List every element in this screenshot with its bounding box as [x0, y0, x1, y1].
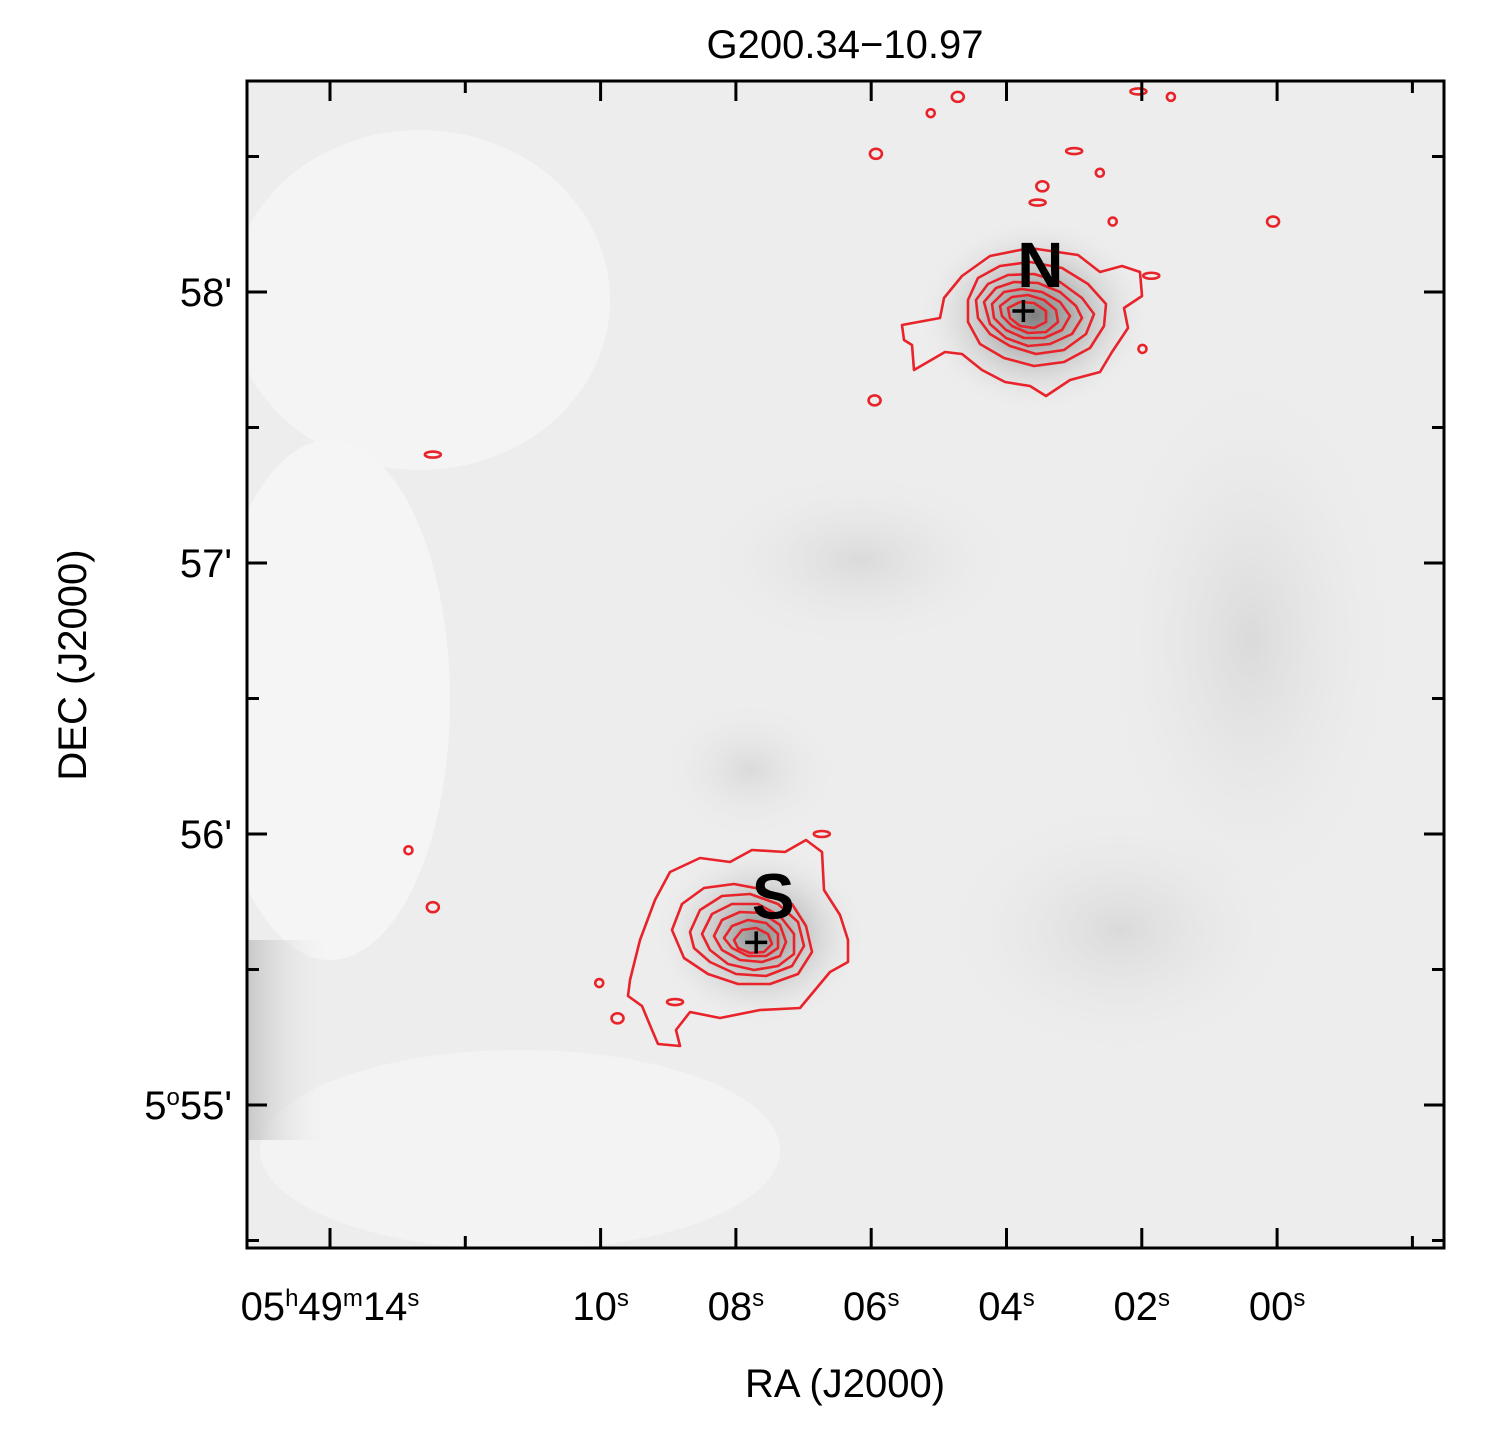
- contours-source-n: [900, 246, 1144, 398]
- bg-patch: [247, 130, 610, 470]
- y-tick-label: 5o55': [144, 1084, 232, 1128]
- x-tick-value: 06: [843, 1285, 888, 1329]
- noise-contour: [1107, 216, 1119, 227]
- chart-title: G200.34−10.97: [707, 23, 984, 67]
- noise-contour: [1165, 91, 1177, 103]
- contour-level-2: [670, 882, 814, 986]
- noise-contour: [423, 450, 443, 459]
- x-tick-label: 06s: [843, 1285, 900, 1329]
- noise-contour: [1028, 198, 1047, 207]
- x-tick-unit: s: [1023, 1285, 1035, 1312]
- y-axis-title: DEC (J2000): [51, 549, 95, 780]
- axes: 05h49m14s 10s 08s 06s 04s 02s 00s 58'57'56'5o5…: [144, 79, 1446, 1329]
- contour-level-3: [974, 272, 1096, 356]
- bg-patch: [700, 470, 1020, 650]
- contour-level-5: [990, 287, 1072, 340]
- bg-patch: [247, 440, 450, 960]
- noise-contour: [1141, 271, 1161, 281]
- noise-contour: [1064, 146, 1084, 156]
- noise-contour: [925, 107, 937, 119]
- noise-contour: [1094, 167, 1106, 179]
- bg-left-edge: [247, 940, 327, 1140]
- x-tick-value: 05: [241, 1285, 286, 1329]
- plot-area: [247, 81, 1444, 1248]
- contour-level-1: [900, 246, 1144, 398]
- y-tick-value: 55': [180, 1084, 232, 1128]
- noise-contour: [665, 997, 685, 1007]
- y-tick-degree: o: [167, 1084, 180, 1111]
- contour-level-4: [982, 280, 1084, 348]
- contours-source-s: [626, 838, 850, 1048]
- x-tick-label: 04s: [978, 1285, 1035, 1329]
- x-tick-value: 10: [572, 1285, 617, 1329]
- y-tick-value: 5: [144, 1084, 166, 1128]
- noise-contour: [403, 844, 414, 856]
- source-plus-marker: [1012, 299, 1035, 322]
- noise-contour: [610, 1011, 625, 1025]
- noise-contour: [1035, 180, 1050, 193]
- x-tick-value: 49: [298, 1285, 343, 1329]
- contour-level-5: [712, 910, 788, 964]
- x-tick-unit: s: [407, 1285, 419, 1312]
- noise-contours: [403, 87, 1281, 1025]
- y-tick-labels: 58' 57' 56' 5o55': [144, 271, 232, 1128]
- source-plus-marker: [745, 931, 768, 954]
- contour-level-4: [700, 902, 796, 972]
- y-tick-label: 56': [180, 813, 232, 857]
- contour-level-6: [722, 918, 780, 958]
- x-tick-unit: s: [887, 1285, 899, 1312]
- x-tick-unit: m: [343, 1285, 363, 1312]
- bg-patch: [660, 700, 840, 840]
- x-tick-label: 05h49m14s: [241, 1285, 420, 1329]
- x-tick-labels: 05h49m14s 10s 08s 06s 04s 02s 00s: [241, 1285, 1306, 1329]
- x-tick-unit: s: [1293, 1285, 1305, 1312]
- noise-contour: [950, 90, 966, 104]
- x-tick-unit: h: [285, 1285, 298, 1312]
- noise-contour: [1265, 215, 1281, 228]
- contour-level-6: [998, 293, 1060, 335]
- source-label: S: [752, 860, 795, 932]
- x-tick-value: 00: [1249, 1285, 1294, 1329]
- noise-contour: [593, 977, 605, 989]
- bg-patch: [260, 1050, 780, 1248]
- ticks: [247, 81, 1444, 1248]
- noise-contour: [425, 900, 441, 914]
- source-label: N: [1017, 229, 1063, 301]
- contour-level-2: [966, 260, 1108, 368]
- x-tick-value: 14: [363, 1285, 408, 1329]
- noise-contour: [812, 829, 832, 839]
- x-tick-unit: s: [617, 1285, 629, 1312]
- y-tick-label: 58': [180, 271, 232, 315]
- bg-patch: [1100, 360, 1400, 920]
- x-tick-unit: s: [752, 1285, 764, 1312]
- x-tick-unit: s: [1158, 1285, 1170, 1312]
- plot-frame: [245, 79, 1446, 1250]
- noise-contour: [868, 147, 884, 161]
- contour-level-7: [732, 926, 774, 955]
- source-markers: NS: [745, 229, 1064, 954]
- x-tick-label: 00s: [1249, 1285, 1306, 1329]
- contours: [403, 87, 1281, 1048]
- x-tick-value: 08: [708, 1285, 753, 1329]
- x-tick-label: 08s: [708, 1285, 765, 1329]
- x-tick-label: 10s: [572, 1285, 629, 1329]
- x-tick-label: 02s: [1114, 1285, 1171, 1329]
- x-axis-title: RA (J2000): [745, 1362, 945, 1406]
- y-tick-label: 57': [180, 542, 232, 586]
- noise-contour: [867, 394, 882, 407]
- x-tick-value: 04: [978, 1285, 1023, 1329]
- x-tick-value: 02: [1114, 1285, 1159, 1329]
- bg-patch: [940, 800, 1300, 1060]
- contour-level-1: [626, 838, 850, 1048]
- noise-contour: [1137, 343, 1148, 355]
- contour-level-3: [688, 892, 806, 978]
- noise-contour: [1129, 87, 1148, 96]
